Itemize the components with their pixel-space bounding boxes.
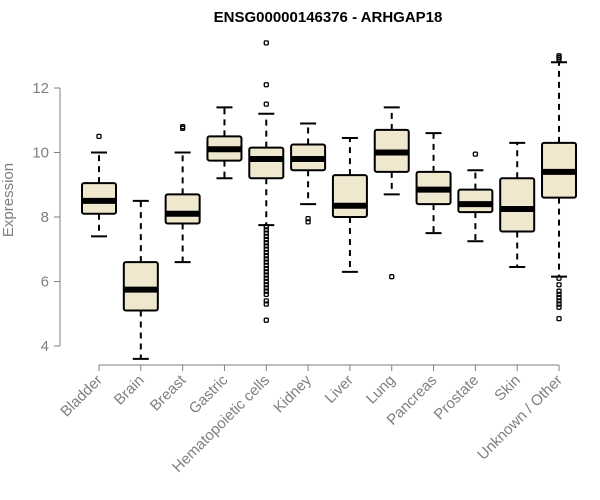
outlier-point [263,236,269,243]
outlier-point [556,282,562,288]
y-tick-label: 12 [32,80,49,97]
box-iqr [248,146,285,180]
box-iqr [457,188,494,214]
outlier-point [389,274,395,280]
box-iqr [331,174,368,218]
box-iqr [122,261,159,312]
outlier-point [263,288,269,294]
outlier-point [179,124,186,130]
outlier-point [263,317,269,323]
outlier-point [556,275,562,281]
outlier-point [305,215,311,222]
outlier-point [263,259,269,265]
x-tick-label: Kidney [270,371,315,416]
outlier-point [263,243,269,249]
box-group [499,141,536,268]
outlier-point [263,101,269,107]
box-group [122,199,159,360]
outlier-point [263,301,269,307]
outlier-point [263,265,269,272]
outlier-point [263,230,269,236]
outlier-point [556,304,562,310]
outlier-point [263,269,269,275]
outlier-point [263,233,269,240]
box-iqr [499,177,536,233]
y-tick-label: 4 [41,338,49,355]
outlier-point [263,278,269,285]
axes: 4 6 8 10 12 [32,80,560,371]
x-tick-label: Skin [491,372,524,405]
outlier-point [556,294,562,301]
x-tick-label: Bladder [57,372,106,421]
y-axis-label: Expression [0,163,17,237]
outlier-point [263,227,269,233]
boxes [81,40,578,360]
box-group [415,132,452,235]
outlier-point [263,256,269,262]
outlier-point [96,133,102,140]
outlier-point [556,288,562,294]
outlier-point [556,298,562,304]
x-tick-label: Brain [111,372,148,409]
chart-title: ENSG00000146376 - ARHGAP18 [214,9,443,26]
box-group [206,106,243,180]
outlier-point [263,272,269,278]
outlier-point [263,249,269,256]
box-group [290,122,327,225]
outlier-point [263,285,269,291]
x-tick-label: Lung [363,372,399,408]
outlier-point [263,40,269,46]
x-tick-label: Prostate [431,372,483,424]
x-tick-label: Liver [322,372,357,407]
outlier-point [263,82,269,88]
outlier-point [263,282,269,288]
box-group [164,124,201,264]
y-tick-label: 6 [41,274,49,291]
outlier-point [263,291,269,298]
box-iqr [164,193,201,225]
box-group [248,40,285,323]
outlier-point [556,301,562,307]
y-tick-label: 10 [32,145,49,162]
outlier-point [556,56,562,62]
y-tick-label: 8 [41,209,49,226]
box-group [541,53,578,322]
outlier-point [263,298,269,304]
outlier-point [556,315,562,322]
outlier-point [263,262,269,269]
outlier-point [472,151,479,157]
outlier-point [263,275,269,281]
box-group [81,133,117,238]
outlier-point [263,246,269,252]
outlier-point [556,291,562,298]
box-group [331,136,368,273]
box-group [373,106,410,280]
outlier-point [263,253,269,259]
box-group [457,151,494,243]
outlier-point [305,219,311,225]
outlier-point [263,224,269,230]
x-tick-label: Breast [147,371,190,414]
outlier-point [263,240,269,246]
